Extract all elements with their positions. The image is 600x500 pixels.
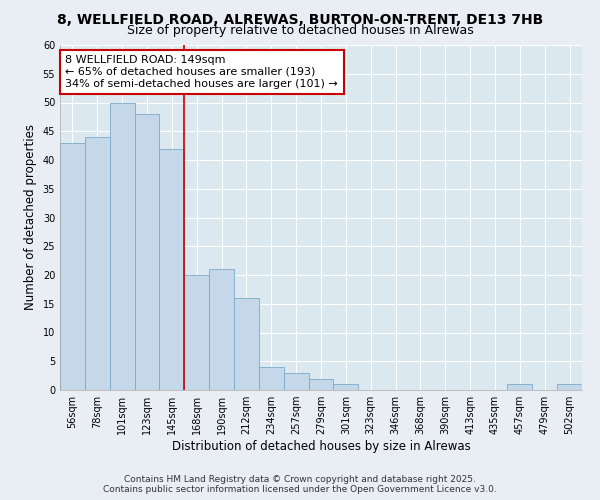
Bar xyxy=(60,143,85,390)
Text: Contains HM Land Registry data © Crown copyright and database right 2025.
Contai: Contains HM Land Registry data © Crown c… xyxy=(103,474,497,494)
Bar xyxy=(110,102,134,390)
Bar xyxy=(508,384,532,390)
Bar xyxy=(85,137,110,390)
Bar xyxy=(334,384,358,390)
Bar xyxy=(209,269,234,390)
Bar xyxy=(557,384,582,390)
Bar xyxy=(259,367,284,390)
Bar xyxy=(234,298,259,390)
Bar xyxy=(160,148,184,390)
Bar xyxy=(284,373,308,390)
Text: 8, WELLFIELD ROAD, ALREWAS, BURTON-ON-TRENT, DE13 7HB: 8, WELLFIELD ROAD, ALREWAS, BURTON-ON-TR… xyxy=(57,12,543,26)
Text: Size of property relative to detached houses in Alrewas: Size of property relative to detached ho… xyxy=(127,24,473,37)
Text: 8 WELLFIELD ROAD: 149sqm
← 65% of detached houses are smaller (193)
34% of semi-: 8 WELLFIELD ROAD: 149sqm ← 65% of detach… xyxy=(65,56,338,88)
X-axis label: Distribution of detached houses by size in Alrewas: Distribution of detached houses by size … xyxy=(172,440,470,453)
Y-axis label: Number of detached properties: Number of detached properties xyxy=(24,124,37,310)
Bar xyxy=(308,378,334,390)
Bar xyxy=(134,114,160,390)
Bar xyxy=(184,275,209,390)
